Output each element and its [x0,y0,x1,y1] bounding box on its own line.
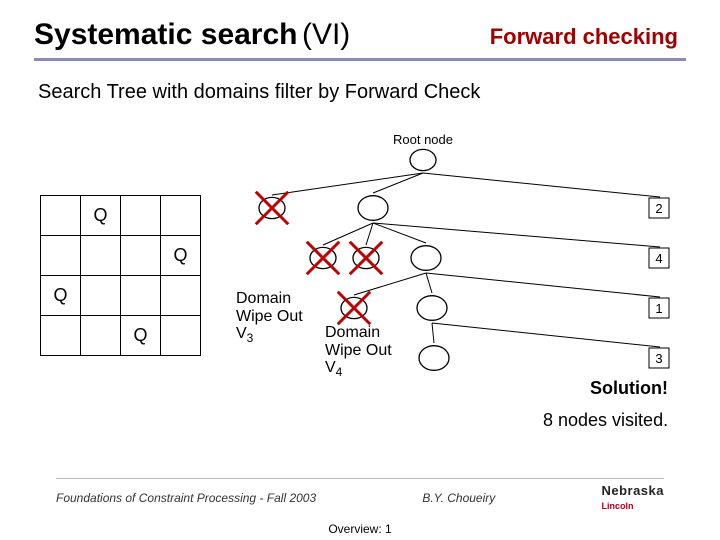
solution-text: Solution! [590,378,668,399]
title-main: Systematic search [34,18,298,51]
footer-logo: NebraskaLincoln [601,483,664,512]
board-cell [161,316,201,356]
footer-right: B.Y. Choueiry [422,491,495,505]
board-cell [41,316,81,356]
board-cell [121,236,161,276]
footer-left: Foundations of Constraint Processing - F… [56,491,316,505]
board-cell [161,276,201,316]
title-rule [34,58,686,61]
overview-text: Overview: 1 [0,522,720,536]
board-cell [81,276,121,316]
board-cell [81,316,121,356]
board-cell [41,196,81,236]
page-title: Systematic search (VI) [34,18,350,52]
footer-rule [56,478,664,479]
board-cell [81,236,121,276]
subtitle: Search Tree with domains filter by Forwa… [0,65,720,108]
queens-board: QQQQ [40,195,201,356]
wipeout-label: DomainWipe OutV4 [325,324,392,380]
svg-text:1: 1 [655,301,662,316]
board-cell: Q [121,316,161,356]
svg-text:3: 3 [655,351,662,366]
board-cell [121,196,161,236]
board-cell: Q [161,236,201,276]
wipeout-label: DomainWipe OutV3 [236,290,303,346]
svg-text:4: 4 [655,251,662,266]
visited-text: 8 nodes visited. [543,410,668,431]
title-suffix: (VI) [302,18,350,51]
title-right: Forward checking [490,24,686,50]
board-cell [121,276,161,316]
board-cell [41,236,81,276]
svg-text:2: 2 [655,201,662,216]
root-label: Root node [393,132,453,147]
board-cell [161,196,201,236]
board-cell: Q [81,196,121,236]
board-cell: Q [41,276,81,316]
